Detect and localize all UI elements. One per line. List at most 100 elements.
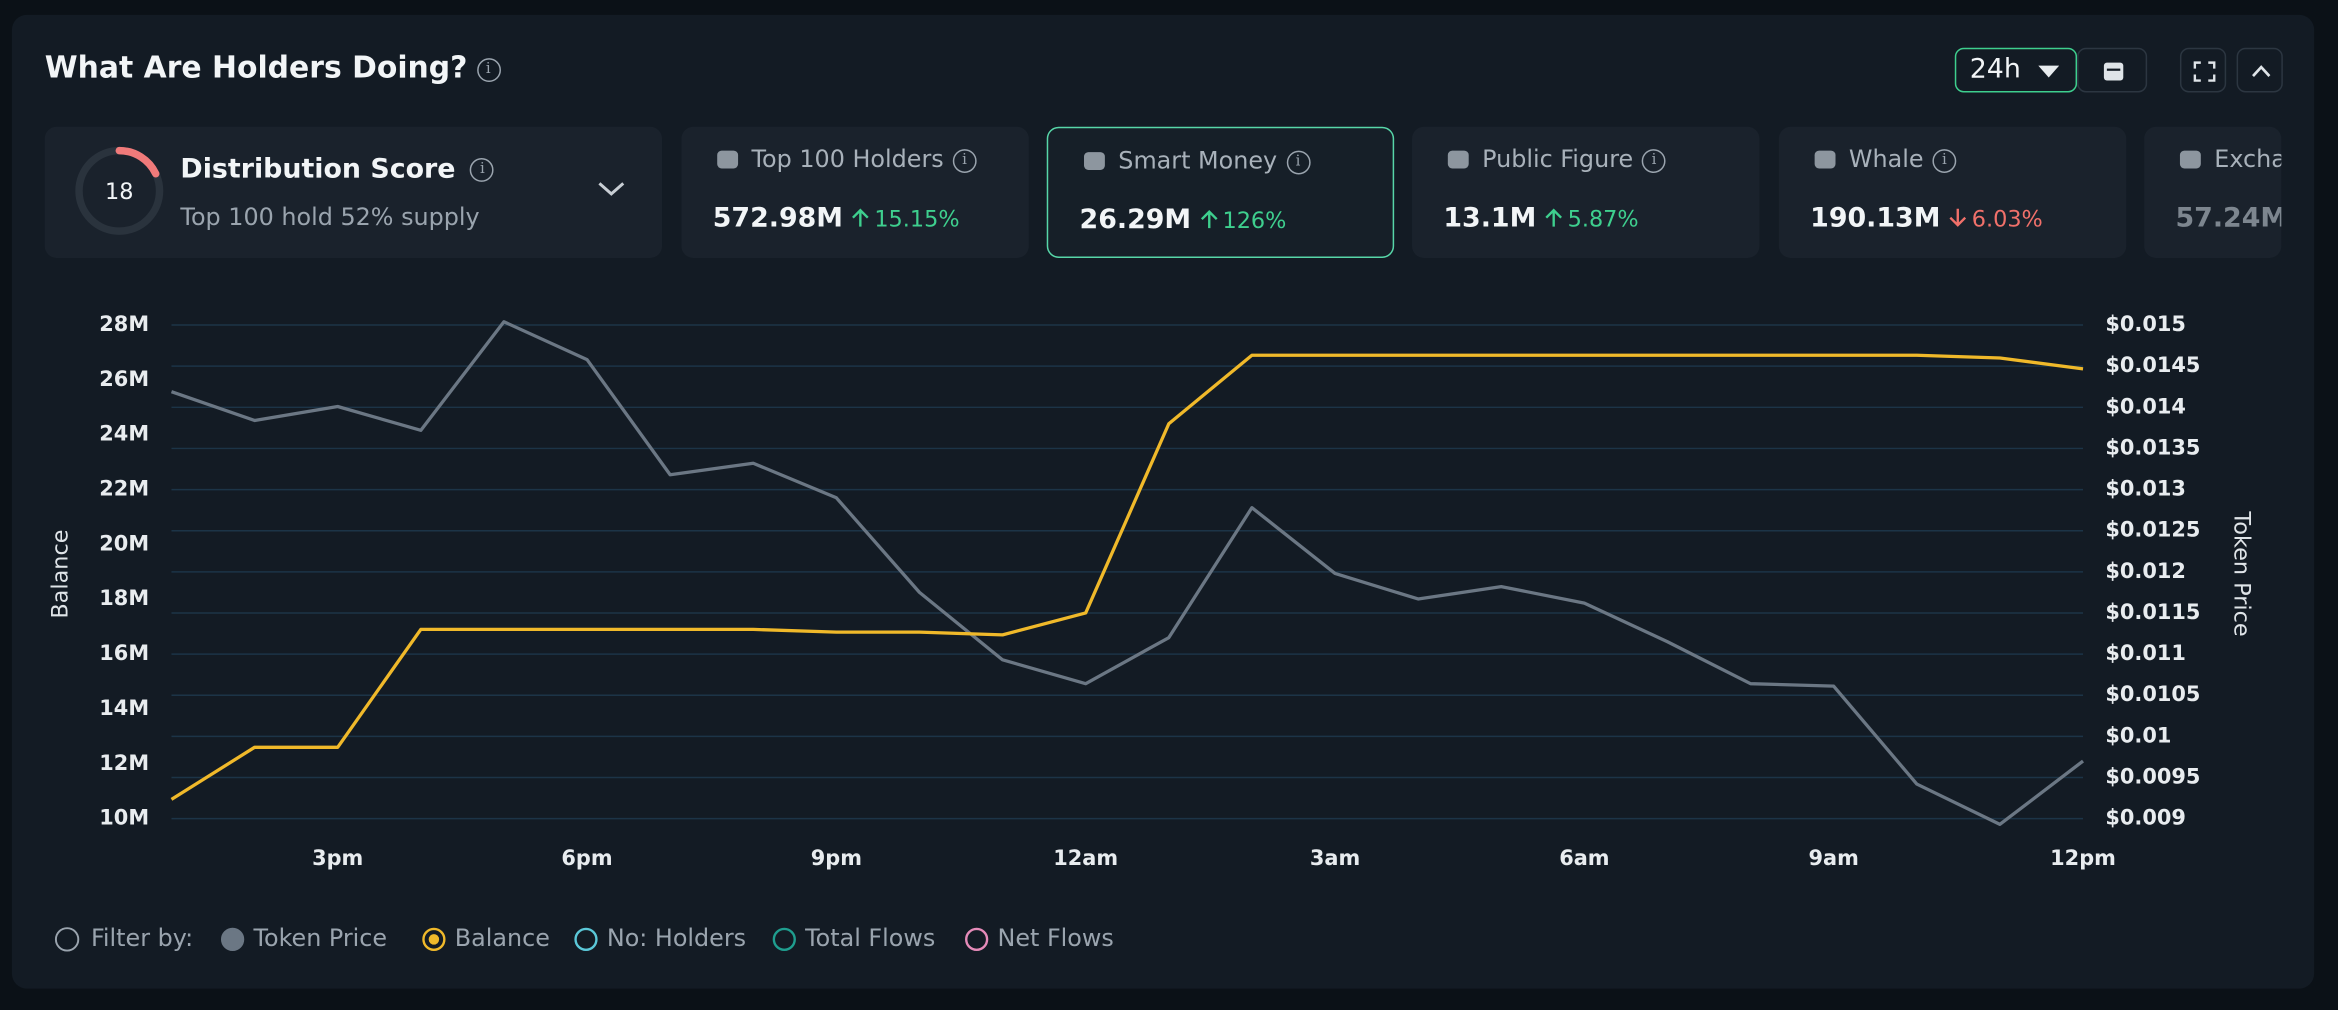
x-tick-label: 12am (1053, 846, 1118, 870)
card-change: 5.87% (1545, 206, 1639, 233)
icon-glyph (2179, 150, 2201, 169)
card-value-text: 13.1M (1443, 202, 1537, 235)
info-icon[interactable] (54, 927, 80, 952)
card-value-text: 26.29M (1079, 204, 1192, 236)
legend-marker[interactable] (965, 927, 989, 952)
metric-card[interactable]: Whale i 190.13M 6.03% (1778, 126, 2127, 258)
card-value: 13.1M 5.87% (1443, 203, 1638, 234)
y2-tick-label: $0.013 (2105, 477, 2186, 501)
y-tick-label: 18M (99, 586, 149, 610)
x-tick-label: 9am (1809, 846, 1859, 870)
metric-card[interactable]: Top 100 Holders i 572.98M 15.15% (681, 126, 1029, 258)
distribution-title: Distribution Score i (180, 153, 495, 185)
y2-tick-label: $0.0115 (2105, 600, 2200, 624)
legend-marker[interactable] (422, 927, 446, 952)
y-tick-label: 14M (99, 696, 149, 720)
x-tick-label: 3pm (312, 846, 363, 870)
distribution-gauge: 18 (75, 146, 625, 235)
card-icon (2179, 150, 2201, 169)
y-tick-label: 28M (99, 312, 149, 336)
y2-tick-label: $0.011 (2105, 641, 2186, 665)
card-title: Public Figure i (1482, 145, 1666, 173)
card-change: 126% (1200, 207, 1286, 234)
collapse-button[interactable] (2236, 47, 2283, 93)
y-tick-label: 22M (99, 477, 149, 501)
info-icon[interactable]: i (476, 57, 501, 82)
card-title-text: Whale (1848, 144, 1924, 173)
legend-marker[interactable] (772, 927, 796, 952)
expand-chevron[interactable] (598, 182, 625, 196)
card-change: 6.03% (1949, 205, 2043, 233)
card-icon (1084, 152, 1105, 170)
metric-card[interactable]: Public Figure i 13.1M 5.87% (1412, 126, 1760, 258)
legend-marker[interactable] (574, 927, 598, 952)
series-line (170, 353, 2084, 801)
arrow-glyph (852, 208, 870, 227)
icon-glyph (717, 150, 739, 169)
metric-card[interactable]: Exchange 57.24M (2144, 126, 2282, 258)
change-text: 126% (1222, 207, 1287, 235)
change-arrow (1545, 208, 1563, 227)
y-tick-label: 24M (99, 422, 149, 446)
card-title-text: Exchange (2214, 144, 2281, 173)
icon-glyph (1447, 150, 1469, 169)
card-title: Top 100 Holders i (751, 145, 977, 173)
card-icon (1447, 150, 1469, 169)
info-icon[interactable]: i (952, 148, 977, 173)
fullscreen-button[interactable] (2179, 47, 2227, 93)
distribution-subtitle: Top 100 hold 52% supply (180, 202, 480, 232)
y2-tick-label: $0.0125 (2105, 518, 2200, 542)
legend-label[interactable]: Net Flows (998, 924, 1114, 952)
legend-marker-dot (428, 934, 440, 945)
collapse-icon (2252, 65, 2271, 77)
fullscreen-icon (2193, 61, 2216, 82)
legend-label[interactable]: Total Flows (804, 924, 935, 952)
icon-glyph (1814, 150, 1836, 169)
info-icon[interactable]: i (1642, 148, 1666, 173)
card-change: 15.15% (852, 206, 960, 233)
score-text: 18 (105, 179, 133, 205)
metric-card[interactable]: Smart Money i 26.29M 126% (1046, 126, 1395, 258)
series-line (170, 320, 2085, 826)
info-icon[interactable]: i (1286, 149, 1310, 174)
header-title: What Are Holders Doing? i (45, 49, 501, 85)
y2-tick-label: $0.0105 (2105, 682, 2200, 706)
distribution-card[interactable]: 18 Distribution Score i Top 100 hold 52% … (44, 126, 663, 258)
legend-label[interactable]: Token Price (252, 924, 387, 952)
info-icon[interactable]: i (1932, 148, 1957, 173)
y-tick-label: 12M (99, 751, 149, 775)
legend-marker[interactable] (220, 927, 245, 952)
y2-tick-label: $0.0135 (2105, 435, 2200, 459)
x-tick-label: 3am (1310, 846, 1360, 870)
card-value-text: 190.13M (1810, 202, 1941, 235)
card-title: Whale i (1848, 144, 1957, 173)
card-icon (717, 150, 739, 169)
change-text: 6.03% (1971, 205, 2043, 233)
period-dropdown[interactable]: 24h (1954, 47, 2078, 93)
card-title: Exchange (2214, 145, 2281, 173)
card-value: 572.98M 15.15% (713, 203, 960, 234)
calendar-button[interactable] (2077, 47, 2148, 93)
y2-tick-label: $0.014 (2105, 394, 2186, 418)
dropdown-caret (2038, 65, 2060, 78)
y-axis-title: Balance (48, 529, 74, 618)
card-icon (1814, 150, 1836, 169)
y2-tick-label: $0.0095 (2105, 764, 2200, 788)
x-tick-label: 6am (1559, 846, 1609, 870)
legend-label[interactable]: No: Holders (607, 924, 746, 952)
card-title-text: Smart Money (1118, 146, 1278, 175)
y-tick-label: 20M (99, 531, 149, 555)
x-tick-label: 9pm (811, 846, 862, 870)
change-arrow (1200, 210, 1218, 229)
calendar-icon (2103, 62, 2124, 81)
arrow-glyph (1545, 208, 1563, 227)
info-icon[interactable]: i (470, 158, 495, 182)
card-title: Smart Money i (1118, 146, 1310, 174)
distribution-title-text: Distribution Score (180, 153, 456, 185)
legend-label[interactable]: Balance (455, 924, 550, 952)
card-value-text: 57.24M (2175, 202, 2282, 235)
y2-tick-label: $0.01 (2105, 723, 2171, 747)
card-value: 57.24M (2175, 203, 2281, 234)
